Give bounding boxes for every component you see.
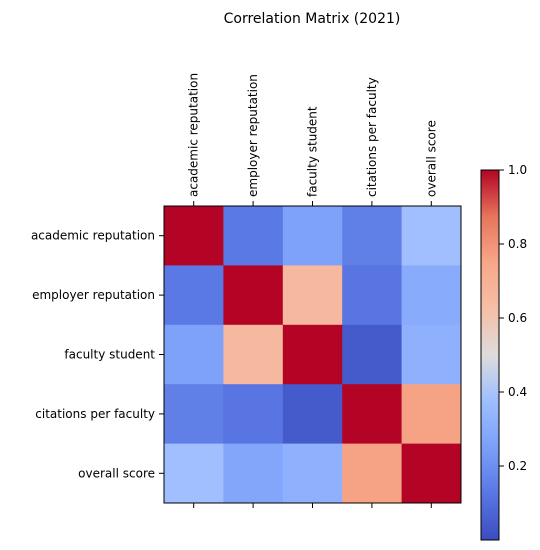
heatmap-cell (164, 206, 224, 266)
heatmap-cell (223, 265, 284, 326)
y-tick-label: citations per faculty (35, 407, 155, 421)
heatmap-cell (282, 324, 343, 385)
heatmap-cell (401, 265, 462, 326)
heatmap-cell (342, 206, 403, 266)
heatmap-cell (223, 443, 284, 504)
chart-title: Correlation Matrix (2021) (224, 11, 401, 27)
heatmap-cell (164, 265, 224, 326)
heatmap-cell (401, 206, 462, 266)
x-tick-label: academic reputation (187, 73, 201, 197)
heatmap-cell (223, 384, 284, 445)
y-ticks: academic reputation employer reputation fa… (31, 229, 164, 480)
x-tick-label: overall score (424, 120, 438, 197)
heatmap-cell (164, 443, 224, 504)
heatmap-cell (282, 443, 343, 504)
colorbar-tick-label: 0.2 (508, 459, 527, 473)
heatmap-cell (342, 324, 403, 385)
colorbar-gradient (480, 169, 500, 541)
colorbar-tick-label: 0.6 (508, 311, 527, 325)
heatmap-cell (282, 384, 343, 445)
heatmap-cell (282, 265, 343, 326)
heatmap-cell (401, 324, 462, 385)
x-tick-label: employer reputation (246, 74, 260, 197)
y-tick-label: employer reputation (32, 288, 155, 302)
colorbar-tick-label: 0.4 (508, 385, 527, 399)
x-tick-label: citations per faculty (365, 77, 379, 197)
x-ticks: academic reputation employer reputation fa… (187, 73, 438, 508)
x-tick-label: faculty student (306, 106, 320, 197)
heatmap-cells (164, 206, 462, 504)
colorbar: 0.2 0.4 0.6 0.8 1.0 (480, 163, 527, 541)
y-tick-label: academic reputation (31, 229, 155, 243)
heatmap-cell (342, 384, 403, 445)
colorbar-ticks: 0.2 0.4 0.6 0.8 1.0 (499, 163, 527, 473)
y-tick-label: faculty student (64, 348, 155, 362)
heatmap-cell (342, 265, 403, 326)
heatmap-cell (164, 384, 224, 445)
heatmap-cell (164, 324, 224, 385)
heatmap-cell (282, 206, 343, 266)
y-tick-label: overall score (78, 466, 155, 480)
colorbar-tick-label: 0.8 (508, 237, 527, 251)
heatmap-cell (223, 324, 284, 385)
heatmap-cell (342, 443, 403, 504)
heatmap-cell (223, 206, 284, 266)
heatmap-cell (401, 384, 462, 445)
colorbar-tick-label: 1.0 (508, 163, 527, 177)
heatmap-cell (401, 443, 462, 504)
